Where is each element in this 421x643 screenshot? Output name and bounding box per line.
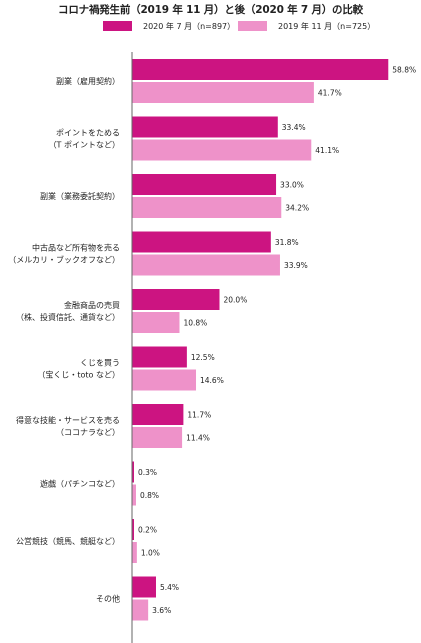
category-label: （宝くじ・toto など） [37, 370, 120, 380]
category-label: （ココナラなど） [56, 428, 120, 437]
bar-2019 [132, 369, 197, 391]
bar-2020 [132, 231, 271, 253]
bar-2020 [132, 576, 156, 598]
bar-2020 [132, 519, 134, 540]
bar-2020 [132, 116, 278, 138]
category-label: （株、投資信託、通貨など） [16, 312, 120, 322]
data-label: 14.6% [200, 376, 224, 385]
bar-2019 [132, 542, 137, 563]
category-label: 得意な技能・サービスを売る [16, 415, 120, 425]
data-label: 58.8% [392, 66, 416, 75]
legend-item-2020: 2020 年 7 月（n=897） [103, 19, 235, 33]
category-label: 副業（業務委託契約） [40, 191, 120, 201]
data-label: 33.4% [282, 123, 306, 132]
bar-2020 [132, 346, 187, 368]
data-label: 0.3% [138, 468, 157, 477]
category-label: （メルカリ・ブックオフなど） [8, 255, 120, 265]
legend-swatch-2019 [238, 21, 267, 31]
data-label: 11.4% [186, 434, 210, 443]
data-label: 34.2% [285, 204, 309, 213]
data-label: 33.0% [280, 181, 304, 190]
data-label: 0.8% [140, 491, 159, 500]
data-label: 3.6% [152, 606, 171, 615]
category-label: 副業（雇用契約） [56, 76, 120, 86]
legend-item-2019: 2019 年 11 月（n=725） [238, 19, 375, 33]
bar-2020 [132, 59, 389, 80]
legend-label-2019: 2019 年 11 月（n=725） [278, 21, 376, 31]
category-label: （T ポイントなど） [49, 141, 120, 150]
bar-2020 [132, 289, 220, 310]
bar-2019 [132, 312, 180, 333]
data-label: 31.8% [275, 238, 299, 247]
category-label: 金融商品の売買 [64, 300, 120, 310]
category-label: 公営競技（競馬、競艇など） [16, 536, 120, 546]
data-label: 41.1% [315, 146, 339, 155]
legend-label-2020: 2020 年 7 月（n=897） [143, 21, 236, 31]
bar-2019 [132, 484, 136, 506]
data-label: 0.2% [138, 526, 157, 535]
data-label: 5.4% [160, 583, 179, 592]
data-label: 10.8% [183, 319, 207, 328]
bar-2020 [132, 404, 184, 425]
bar-2019 [132, 139, 312, 161]
bar-2019 [132, 427, 183, 448]
category-label: 遊戯（パチンコなど） [40, 479, 120, 489]
bar-2020 [132, 461, 134, 483]
bar-2019 [132, 197, 282, 218]
data-label: 1.0% [141, 549, 160, 558]
category-label: その他 [96, 594, 120, 604]
data-label: 33.9% [284, 261, 308, 270]
legend-swatch-2020 [103, 21, 132, 31]
data-label: 41.7% [318, 89, 342, 98]
bar-2019 [132, 254, 280, 276]
category-label: ポイントをためる [56, 129, 120, 138]
category-label: 中古品など所有物を売る [32, 243, 120, 253]
category-label: くじを買う [80, 359, 120, 368]
data-label: 12.5% [191, 353, 215, 362]
bar-2019 [132, 82, 314, 103]
bar-2019 [132, 599, 149, 621]
bar-2020 [132, 174, 277, 195]
chart-title: コロナ禍発生前（2019 年 11 月）と後（2020 年 7 月）の比較 [58, 4, 363, 16]
data-label: 20.0% [224, 296, 248, 305]
data-label: 11.7% [187, 411, 211, 420]
